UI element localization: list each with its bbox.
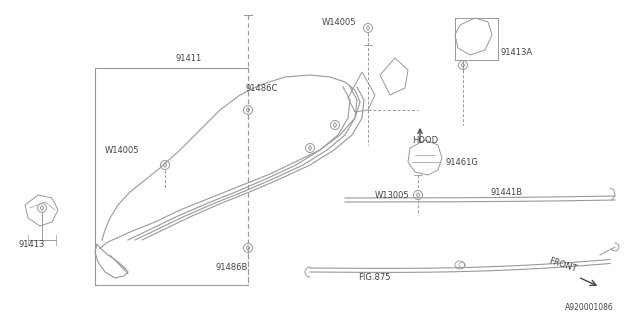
Text: HOOD: HOOD — [412, 135, 438, 145]
Text: 91486C: 91486C — [245, 84, 277, 92]
Text: 91413A: 91413A — [500, 47, 532, 57]
Text: W14005: W14005 — [322, 18, 356, 27]
Text: A920001086: A920001086 — [565, 302, 614, 311]
Text: FRONT: FRONT — [548, 256, 578, 274]
Text: 91411: 91411 — [175, 53, 201, 62]
Text: 91461G: 91461G — [445, 157, 478, 166]
Text: W14005: W14005 — [105, 146, 140, 155]
Text: 91486B: 91486B — [215, 263, 248, 273]
Text: 91441B: 91441B — [490, 188, 522, 196]
Text: 91413: 91413 — [18, 239, 44, 249]
Text: W13005: W13005 — [375, 190, 410, 199]
Text: FIG.875: FIG.875 — [358, 274, 390, 283]
